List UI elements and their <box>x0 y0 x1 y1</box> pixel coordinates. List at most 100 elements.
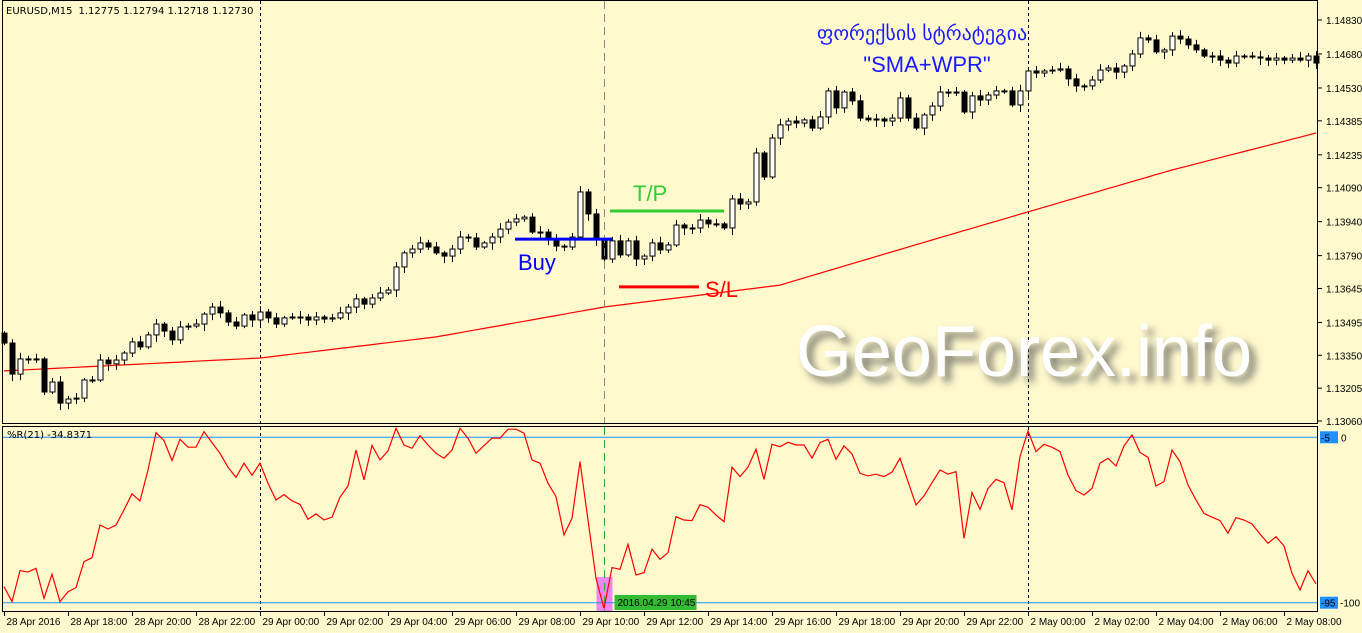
price-label: 1.13060 <box>1326 417 1362 428</box>
bull-candle <box>1025 70 1032 92</box>
time-label: 29 Apr 14:00 <box>711 617 768 628</box>
bull-candle <box>49 381 56 393</box>
bull-candle <box>129 341 136 354</box>
bull-candle <box>817 116 824 129</box>
bear-candle <box>585 191 592 215</box>
time-label: 29 Apr 00:00 <box>263 617 320 628</box>
price-label: 1.13495 <box>1326 318 1362 329</box>
bear-candle <box>1153 39 1160 53</box>
bear-candle <box>217 306 224 314</box>
time-label: 29 Apr 16:00 <box>775 617 832 628</box>
time-label: 2 May 04:00 <box>1159 617 1214 628</box>
bear-candle <box>633 240 640 260</box>
bull-candle <box>193 323 200 327</box>
bear-candle <box>273 317 280 325</box>
buy-label: Buy <box>518 250 556 275</box>
bull-candle <box>1129 53 1136 67</box>
bear-candle <box>465 236 472 239</box>
bull-candle <box>1041 70 1048 74</box>
bear-candle <box>761 152 768 178</box>
bull-candle <box>1289 57 1296 61</box>
bull-candle <box>609 240 616 260</box>
time-label: 29 Apr 02:00 <box>327 617 384 628</box>
price-label: 1.14235 <box>1326 151 1362 162</box>
bull-candle <box>1241 55 1248 58</box>
bull-candle <box>297 316 304 319</box>
bear-candle <box>1033 70 1040 74</box>
bull-candle <box>329 317 336 320</box>
time-label: 28 Apr 20:00 <box>135 617 192 628</box>
wpr-scale-min: -100 <box>1340 599 1360 610</box>
bull-candle <box>1233 55 1240 64</box>
bear-candle <box>1009 90 1016 106</box>
price-label: 1.13205 <box>1326 384 1362 395</box>
symbol-info: EURUSD,M15 1.12775 1.12794 1.12718 1.1273… <box>6 6 253 17</box>
wpr-level-label: -95 <box>1321 599 1336 610</box>
bear-candle <box>1257 56 1264 59</box>
bull-candle <box>153 323 160 336</box>
bull-candle <box>505 221 512 230</box>
bull-candle <box>345 306 352 314</box>
bear-candle <box>249 314 256 321</box>
bear-candle <box>225 312 232 323</box>
bull-candle <box>537 231 544 234</box>
bear-candle <box>1297 57 1304 61</box>
stop-loss-label: S/L <box>705 277 738 302</box>
bull-candle <box>777 124 784 139</box>
bull-candle <box>73 397 80 400</box>
trade-annotations: Buy T/P S/L <box>515 181 738 302</box>
indicator-label: %R(21) -34.8371 <box>7 430 92 441</box>
time-label: 29 Apr 12:00 <box>647 617 704 628</box>
bear-candle <box>705 219 712 225</box>
bull-candle <box>929 105 936 116</box>
bear-candle <box>881 118 888 122</box>
bull-candle <box>697 219 704 229</box>
bear-candle <box>1185 38 1192 46</box>
bear-candle <box>1217 55 1224 61</box>
wpr-level-label: -5 <box>1321 433 1330 444</box>
bear-candle <box>945 91 952 94</box>
time-label: 29 Apr 08:00 <box>519 617 576 628</box>
bear-candle <box>321 316 328 320</box>
bear-candle <box>1177 35 1184 40</box>
bull-candle <box>257 311 264 321</box>
bull-candle <box>1049 69 1056 72</box>
bull-candle <box>89 379 96 382</box>
bull-candle <box>921 114 928 129</box>
bull-candle <box>521 216 528 220</box>
bull-candle <box>393 266 400 291</box>
bear-candle <box>41 358 48 393</box>
bear-candle <box>721 223 728 229</box>
price-label: 1.13790 <box>1326 252 1362 263</box>
strategy-title-georgian: ფორექსის სტრატეგია <box>817 23 1027 45</box>
bull-candle <box>993 90 1000 96</box>
time-label: 28 Apr 18:00 <box>71 617 128 628</box>
price-label: 1.13645 <box>1326 284 1362 295</box>
bull-candle <box>785 120 792 126</box>
bull-candle <box>897 97 904 119</box>
bear-candle <box>529 216 536 233</box>
bull-candle <box>689 227 696 230</box>
bear-candle <box>809 119 816 129</box>
main-panel-border <box>2 0 1318 424</box>
bull-candle <box>177 326 184 341</box>
time-label: 29 Apr 22:00 <box>967 617 1024 628</box>
bull-candle <box>969 95 976 113</box>
wpr-line <box>3 426 1317 609</box>
time-label: 28 Apr 2016 <box>7 617 61 628</box>
watermark: GeoForex.info <box>796 312 1252 392</box>
time-axis: 28 Apr 2016 28 Apr 18:00 28 Apr 20:00 28 Ap… <box>4 595 1342 628</box>
bear-candle <box>913 117 920 129</box>
bear-candle <box>425 242 432 248</box>
bull-candle <box>1273 57 1280 61</box>
time-label: 2 May 06:00 <box>1223 617 1278 628</box>
bear-candle <box>977 95 984 101</box>
bull-candle <box>209 306 216 315</box>
sma-line <box>3 132 1317 372</box>
bear-candle <box>137 341 144 348</box>
price-label: 1.14530 <box>1326 84 1362 95</box>
price-axis: 1.14830 1.14680 1.14530 1.14385 1.14235 1.140… <box>1318 16 1362 428</box>
bull-candle <box>985 94 992 101</box>
time-label: 2 May 08:00 <box>1287 617 1342 628</box>
